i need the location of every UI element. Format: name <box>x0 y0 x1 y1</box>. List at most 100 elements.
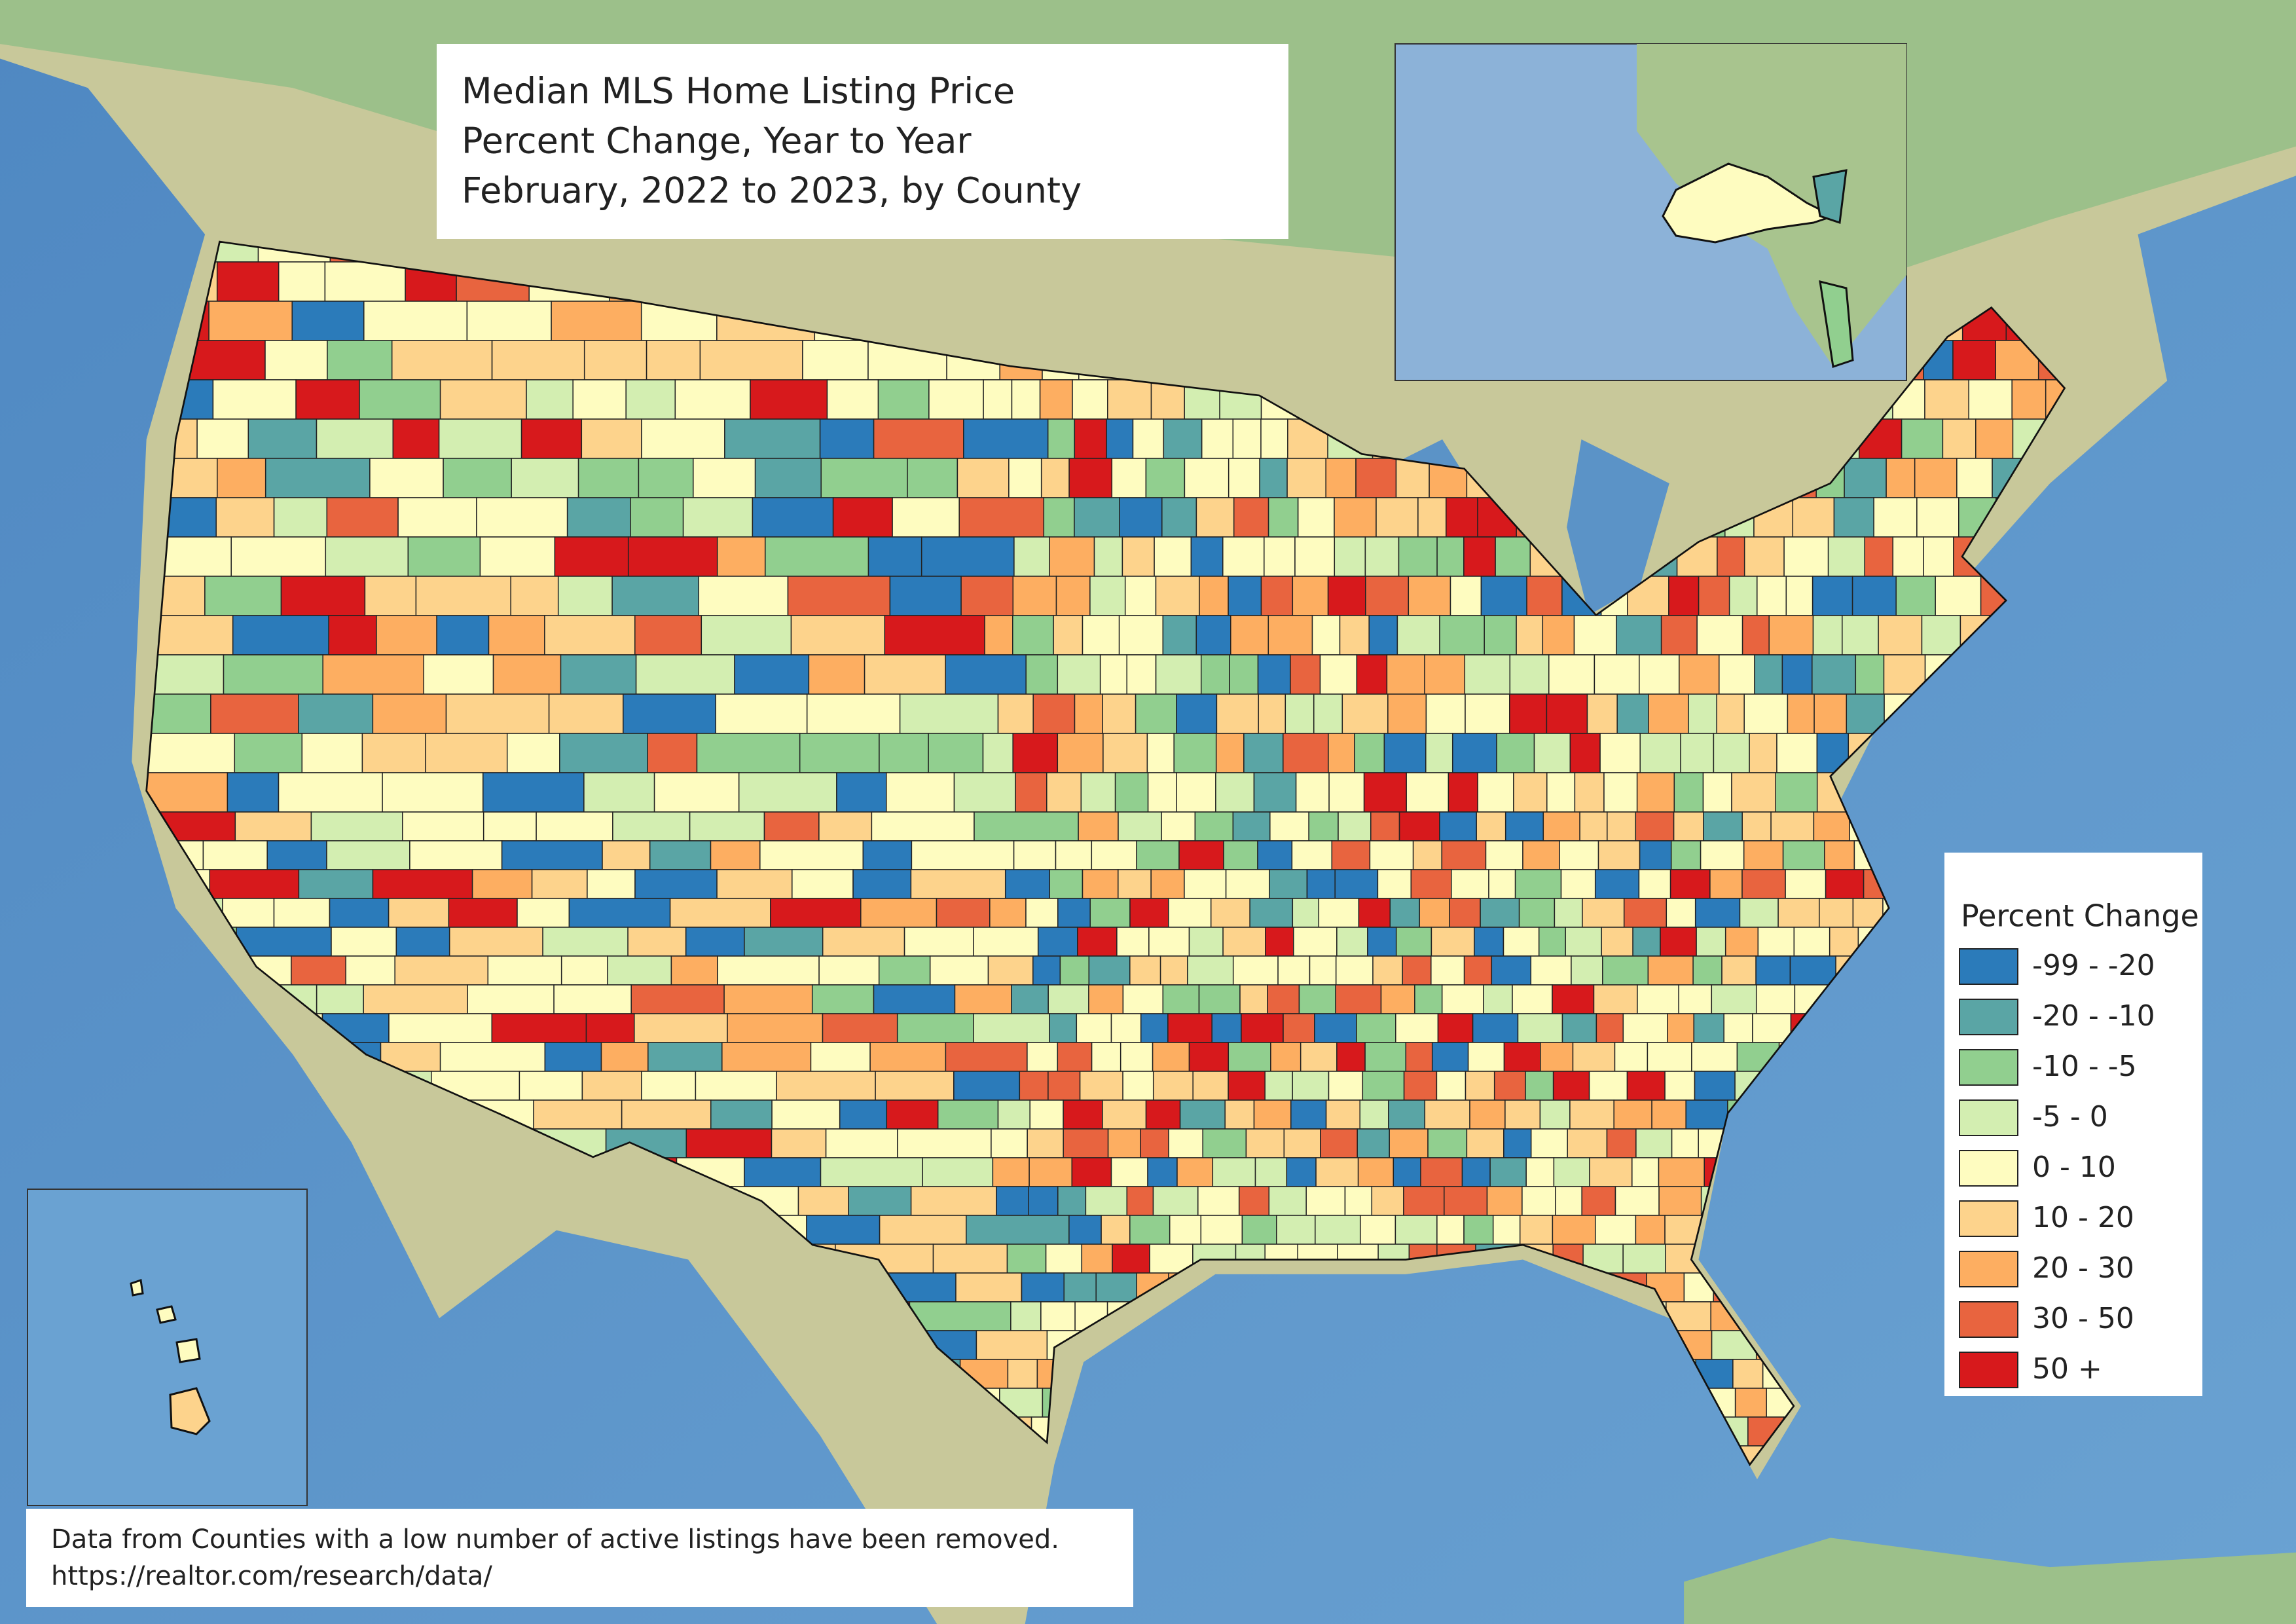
county-cell <box>1011 379 1041 420</box>
county-cell <box>1225 869 1270 899</box>
county-cell <box>1155 654 1202 695</box>
county-cell <box>264 340 328 380</box>
county-cell <box>425 733 508 773</box>
county-cell <box>1068 1215 1102 1245</box>
county-cell <box>1476 811 1506 841</box>
county-cell <box>1660 927 1697 957</box>
county-cell <box>520 418 582 459</box>
county-cell <box>491 340 585 380</box>
county-cell <box>1241 1215 1277 1245</box>
county-cell <box>1118 869 1152 899</box>
county-cell <box>560 955 608 986</box>
county-cell <box>488 615 545 655</box>
county-cell <box>232 615 329 655</box>
county-cell <box>1812 615 1843 655</box>
county-cell <box>295 379 360 420</box>
county-cell <box>1670 840 1702 870</box>
county-cell <box>1873 497 1918 538</box>
county-cell <box>202 840 268 870</box>
county-cell <box>1648 693 1689 734</box>
county-cell <box>1049 1013 1078 1043</box>
county-cell <box>1754 654 1783 695</box>
county-cell <box>1285 693 1315 734</box>
county-cell <box>264 458 371 498</box>
county-cell <box>1636 772 1675 813</box>
county-cell <box>1055 840 1093 870</box>
county-cell <box>291 301 365 341</box>
county-cell <box>511 458 579 498</box>
county-cell <box>871 811 975 841</box>
county-cell <box>1431 1042 1469 1072</box>
county-cell <box>1424 654 1466 695</box>
county-cell <box>204 576 282 616</box>
legend-label: 50 + <box>2032 1352 2102 1386</box>
county-cell <box>1775 772 1818 813</box>
county-cell <box>1145 458 1186 498</box>
county-cell <box>1010 1301 1042 1331</box>
county-cell <box>1190 536 1224 577</box>
county-cell <box>1215 772 1255 813</box>
county-cell <box>811 984 875 1014</box>
county-cell <box>1077 927 1118 957</box>
county-cell <box>1486 1186 1523 1216</box>
county-cell <box>1233 497 1269 538</box>
county-cell <box>1439 615 1485 655</box>
county-cell <box>1552 1215 1596 1245</box>
county-cell <box>1956 458 1993 498</box>
county-cell <box>771 1099 841 1130</box>
county-cell <box>886 772 955 813</box>
county-cell <box>873 984 956 1014</box>
county-cell <box>415 576 511 616</box>
county-cell <box>1594 869 1640 899</box>
county-cell <box>531 869 588 899</box>
county-cell <box>641 418 725 459</box>
county-cell <box>1325 458 1357 498</box>
county-cell <box>625 379 676 420</box>
county-cell <box>1078 811 1119 841</box>
county-cell <box>1395 927 1432 957</box>
county-cell <box>1222 927 1266 957</box>
county-cell <box>1095 1272 1137 1302</box>
county-cell <box>1461 1157 1491 1187</box>
legend-swatch <box>1959 948 2018 985</box>
county-cell <box>1380 984 1415 1014</box>
county-cell <box>391 340 493 380</box>
county-cell <box>1975 418 2014 459</box>
county-cell <box>1012 615 1054 655</box>
county-cell <box>1029 1157 1073 1187</box>
county-cell <box>765 536 869 577</box>
county-cell <box>982 733 1013 773</box>
county-cell <box>1136 840 1180 870</box>
county-cell <box>1739 898 1779 928</box>
county-cell <box>1892 536 1924 577</box>
county-cell <box>696 733 801 773</box>
county-cell <box>1719 654 1755 695</box>
county-cell <box>1787 693 1815 734</box>
county-cell <box>1824 840 1855 870</box>
county-cell <box>630 984 725 1014</box>
county-cell <box>1632 927 1661 957</box>
county-cell <box>1370 811 1400 841</box>
county-cell <box>542 927 629 957</box>
legend-label: -10 - -5 <box>2032 1050 2137 1083</box>
county-cell <box>1441 984 1484 1014</box>
county-cell <box>1472 1013 1519 1043</box>
legend-swatch <box>1959 1301 2018 1338</box>
county-cell <box>1229 654 1259 695</box>
county-cell <box>1425 733 1453 773</box>
county-cell <box>806 693 901 734</box>
county-cell <box>1200 1215 1243 1245</box>
county-cell <box>987 955 1034 986</box>
county-cell <box>1702 772 1732 813</box>
county-cell <box>1334 869 1379 899</box>
county-cell <box>247 418 318 459</box>
county-cell <box>1679 654 1720 695</box>
county-cell <box>1647 955 1694 986</box>
county-cell <box>1540 1042 1574 1072</box>
county-cell <box>291 955 346 986</box>
alaska-inset <box>1394 43 1907 381</box>
county-cell <box>1048 984 1089 1014</box>
county-cell <box>1752 1013 1792 1043</box>
county-cell <box>1449 898 1481 928</box>
county-cell <box>1308 811 1339 841</box>
